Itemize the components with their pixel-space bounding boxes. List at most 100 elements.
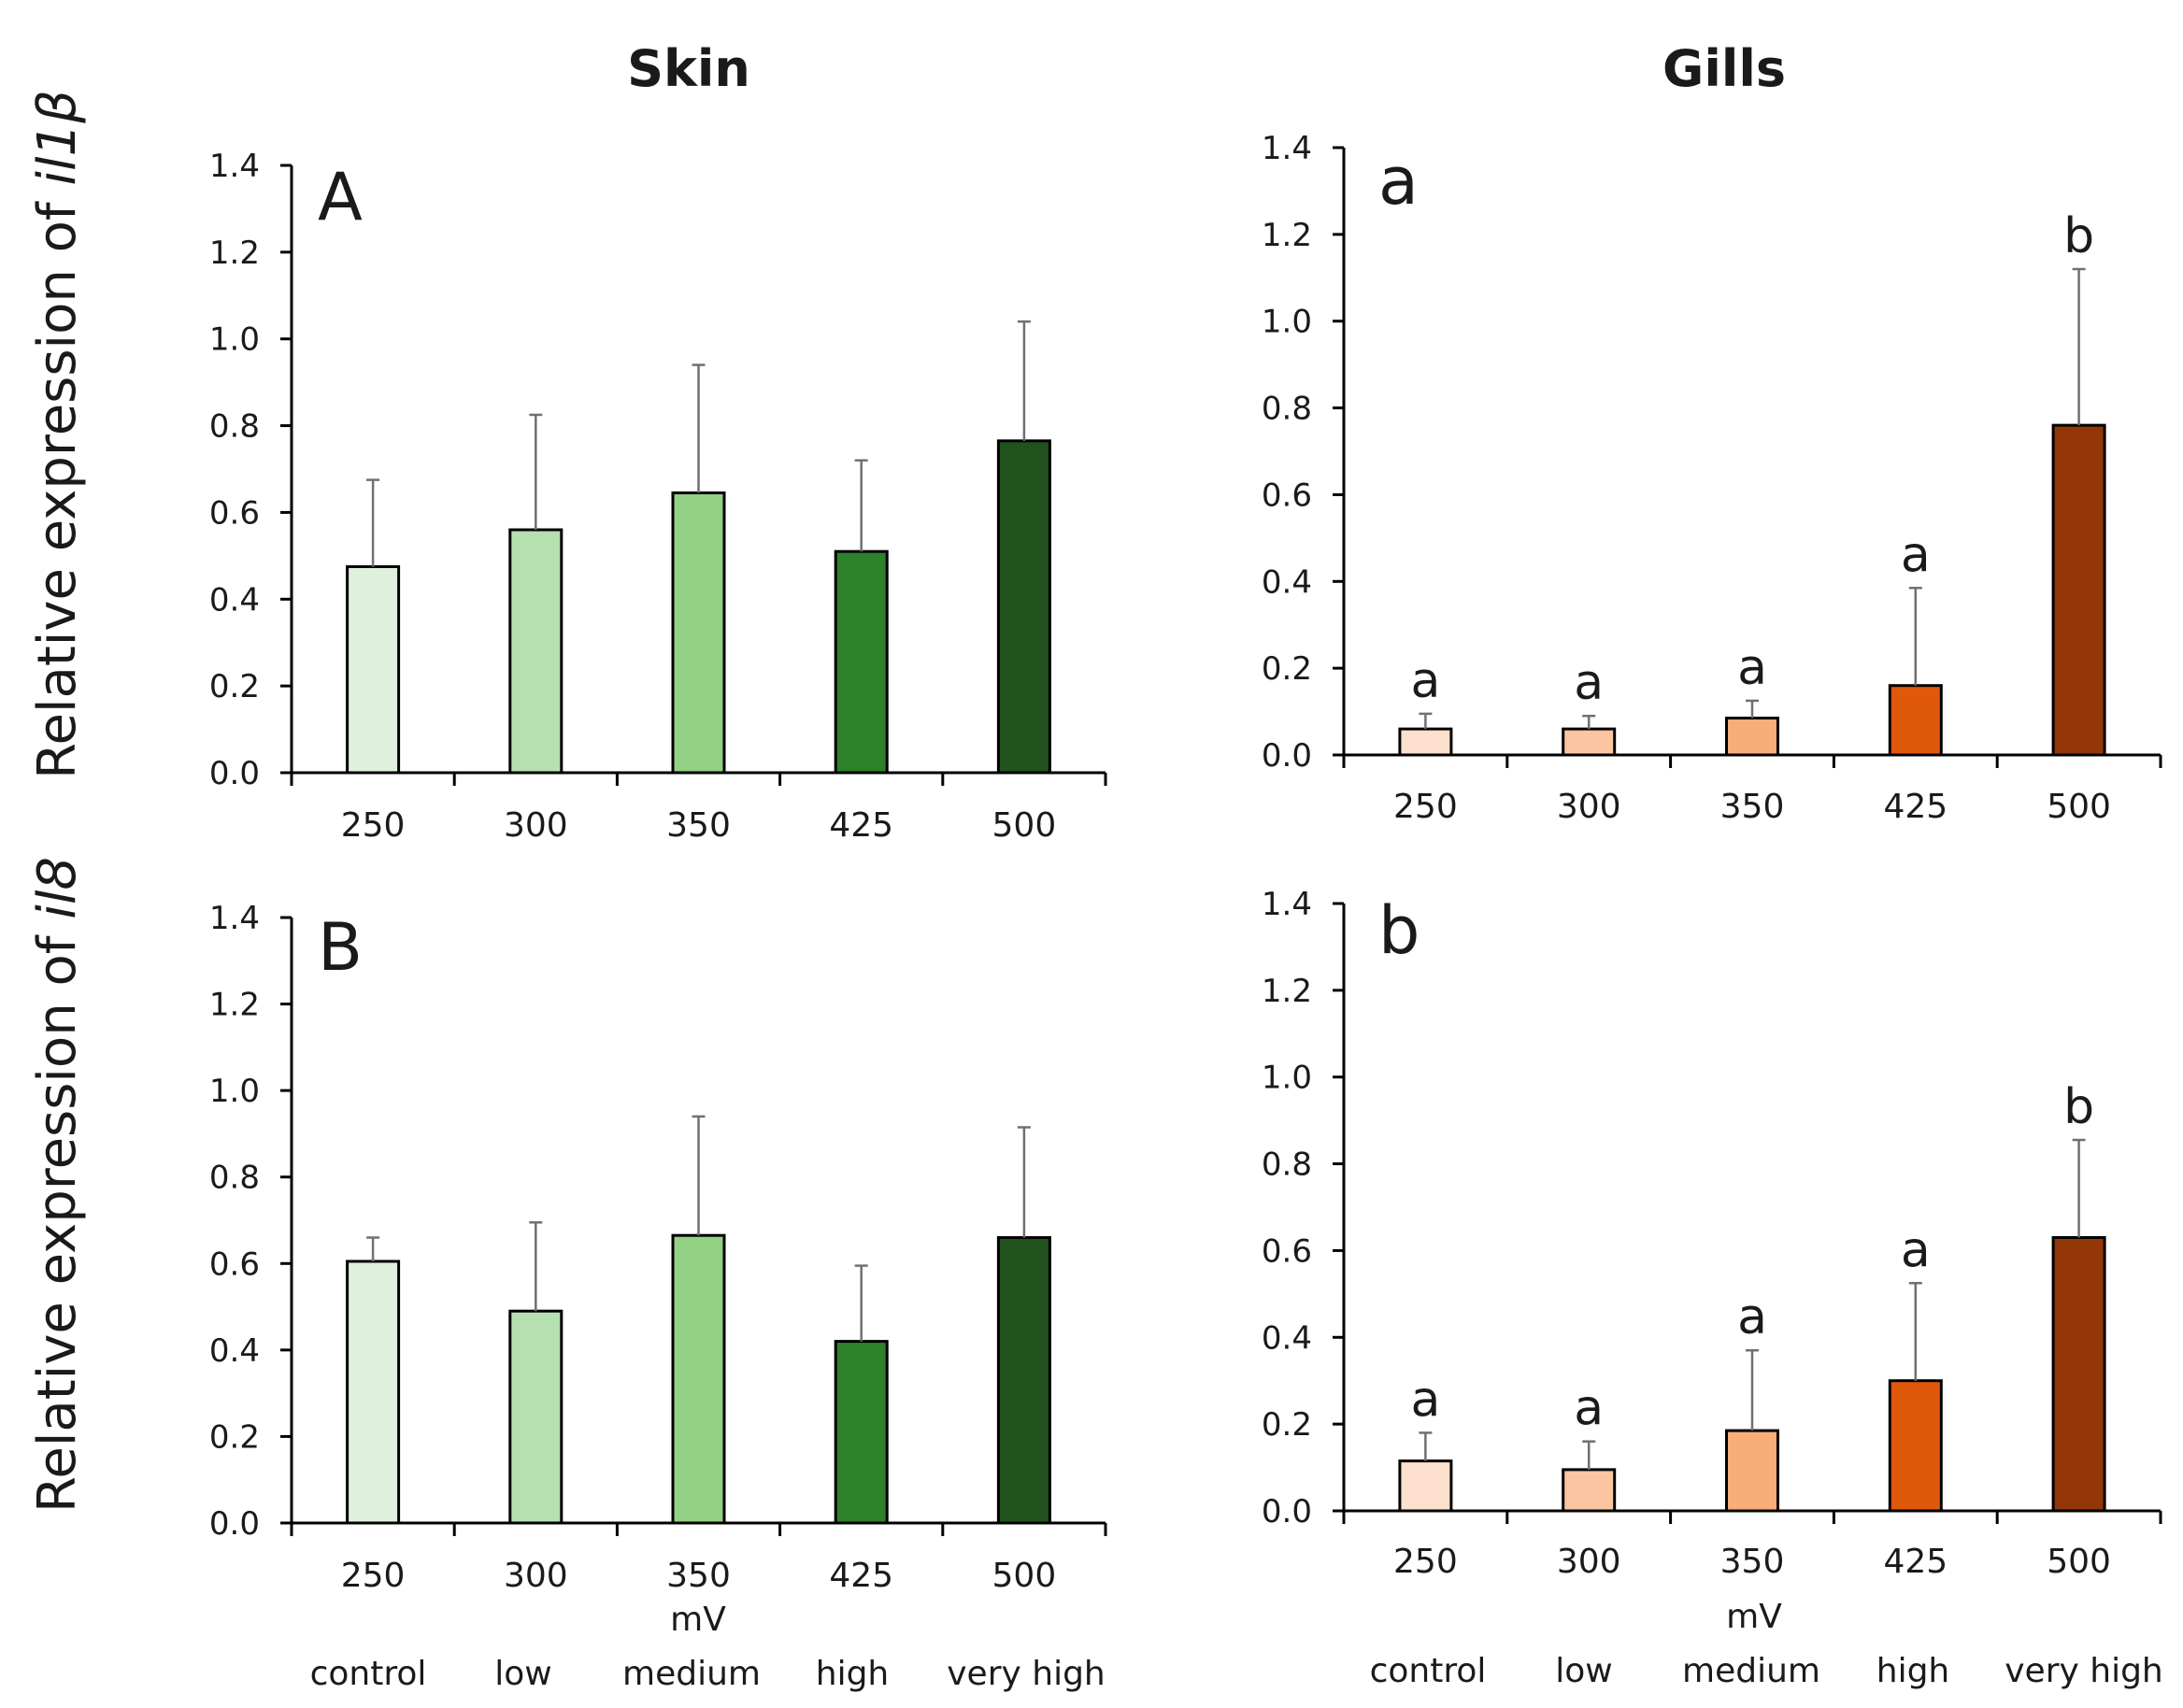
level-labels-skin: control low medium high very high (310, 1655, 1106, 1693)
level-label: low (494, 1655, 551, 1693)
significance-letter: a (1901, 527, 1931, 583)
level-labels-gills: control low medium high very high (1370, 1652, 2163, 1690)
bar (1398, 1459, 1453, 1513)
row-label-il8-prefix: Relative expression of (27, 919, 88, 1513)
y-tick-label: 0.4 (209, 1332, 260, 1370)
x-tick-label: 500 (2047, 1543, 2111, 1581)
column-title-skin: Skin (627, 39, 750, 98)
significance-letter: a (1737, 640, 1767, 696)
bar (1562, 1468, 1617, 1513)
significance-letter: a (1410, 653, 1440, 709)
y-tick-label: 0.4 (1262, 563, 1312, 601)
panel-letter: B (318, 909, 363, 986)
y-tick-label: 1.0 (1262, 304, 1312, 341)
y-tick-label: 1.2 (1262, 973, 1312, 1010)
x-tick-label: 350 (1720, 788, 1785, 826)
level-label: very high (947, 1655, 1106, 1693)
y-tick-label: 1.4 (1262, 130, 1312, 167)
bar (834, 1340, 889, 1525)
bar (1398, 727, 1453, 757)
y-tick-label: 0.0 (1262, 737, 1312, 775)
y-tick-label: 0.6 (209, 1245, 260, 1283)
x-tick-label: 300 (504, 806, 568, 845)
y-tick-label: 1.4 (209, 148, 260, 185)
row-label-il8-gene: il8 (27, 857, 88, 919)
level-label: medium (1682, 1652, 1820, 1690)
x-tick-label: 350 (1720, 1543, 1785, 1581)
y-tick-label: 0.4 (1262, 1319, 1312, 1357)
bar (671, 491, 726, 775)
x-tick-label: 300 (1557, 1543, 1621, 1581)
panel-letter: a (1378, 143, 1419, 220)
x-axis-title-gills: mV (1726, 1598, 1782, 1636)
bar (508, 1309, 564, 1525)
panel-letter: A (318, 159, 363, 235)
level-label: control (310, 1655, 427, 1693)
row-label-il1b: Relative expression of il1β (27, 90, 88, 779)
panel-letter: b (1378, 892, 1420, 969)
y-tick-label: 0.6 (1262, 1232, 1312, 1270)
x-tick-label: 250 (341, 1557, 406, 1595)
x-tick-label: 300 (1557, 788, 1621, 826)
y-tick-label: 0.8 (1262, 391, 1312, 428)
row-label-il8: Relative expression of il8 (27, 857, 88, 1513)
level-label: control (1370, 1652, 1487, 1690)
bar (1562, 727, 1617, 757)
x-tick-label: 425 (829, 806, 893, 845)
y-tick-label: 0.8 (209, 1160, 260, 1197)
y-tick-label: 1.2 (209, 235, 260, 272)
bar (1888, 1379, 1943, 1513)
significance-letter: a (1737, 1289, 1767, 1345)
y-tick-label: 0.2 (1262, 1406, 1312, 1444)
significance-letter: a (1574, 655, 1604, 711)
x-tick-label: 250 (1393, 788, 1458, 826)
chart-panel-gills-il1b: 0.0 0.2 0.4 0.6 0.8 1.0 1.2 1.4 250 a 300 a 350 a 425 a… (1262, 130, 2162, 826)
bar (2051, 1236, 2106, 1513)
y-tick-label: 0.0 (209, 755, 260, 792)
y-tick-label: 1.0 (209, 321, 260, 359)
y-tick-label: 0.6 (1262, 477, 1312, 514)
y-tick-label: 0.0 (1262, 1493, 1312, 1530)
x-tick-label: 300 (504, 1557, 568, 1595)
x-tick-label: 425 (1883, 1543, 1948, 1581)
x-tick-label: 350 (666, 806, 731, 845)
bar (1725, 1429, 1779, 1513)
x-tick-label: 500 (992, 806, 1057, 845)
bar (508, 528, 564, 775)
x-tick-label: 425 (829, 1557, 893, 1595)
x-tick-label: 500 (992, 1557, 1057, 1595)
x-tick-label: 250 (1393, 1543, 1458, 1581)
level-label: medium (622, 1655, 761, 1693)
y-tick-label: 1.4 (209, 900, 260, 937)
significance-letter: a (1901, 1222, 1931, 1278)
y-tick-label: 0.2 (209, 668, 260, 705)
chart-panel-skin-il1b: 0.0 0.2 0.4 0.6 0.8 1.0 1.2 1.4 250 300 350 425 500 A (209, 148, 1107, 845)
y-tick-label: 1.4 (1262, 886, 1312, 923)
bar (1888, 684, 1943, 757)
x-tick-label: 500 (2047, 788, 2111, 826)
x-tick-label: 250 (341, 806, 406, 845)
bar (346, 564, 401, 775)
y-tick-label: 1.0 (209, 1073, 260, 1110)
bar (346, 1260, 401, 1525)
y-tick-label: 0.2 (1262, 650, 1312, 688)
y-tick-label: 0.4 (209, 581, 260, 619)
significance-letter: a (1410, 1372, 1440, 1428)
bar (671, 1233, 726, 1525)
level-label: very high (2005, 1652, 2163, 1690)
x-tick-label: 425 (1883, 788, 1948, 826)
y-tick-label: 0.8 (209, 408, 260, 446)
y-tick-label: 1.0 (1262, 1060, 1312, 1097)
y-tick-label: 0.0 (209, 1505, 260, 1543)
column-title-gills: Gills (1662, 39, 1786, 98)
x-axis-title-skin: mV (670, 1601, 726, 1639)
bar (834, 549, 889, 775)
bar (996, 1236, 1051, 1525)
significance-letter: a (1574, 1381, 1604, 1437)
y-tick-label: 0.2 (209, 1418, 260, 1456)
chart-panel-skin-il8: 0.0 0.2 0.4 0.6 0.8 1.0 1.2 1.4 250 300 350 425 500 B (209, 900, 1107, 1595)
bar (996, 439, 1051, 775)
row-label-il1b-prefix: Relative expression of (27, 186, 88, 779)
level-label: high (816, 1655, 890, 1693)
